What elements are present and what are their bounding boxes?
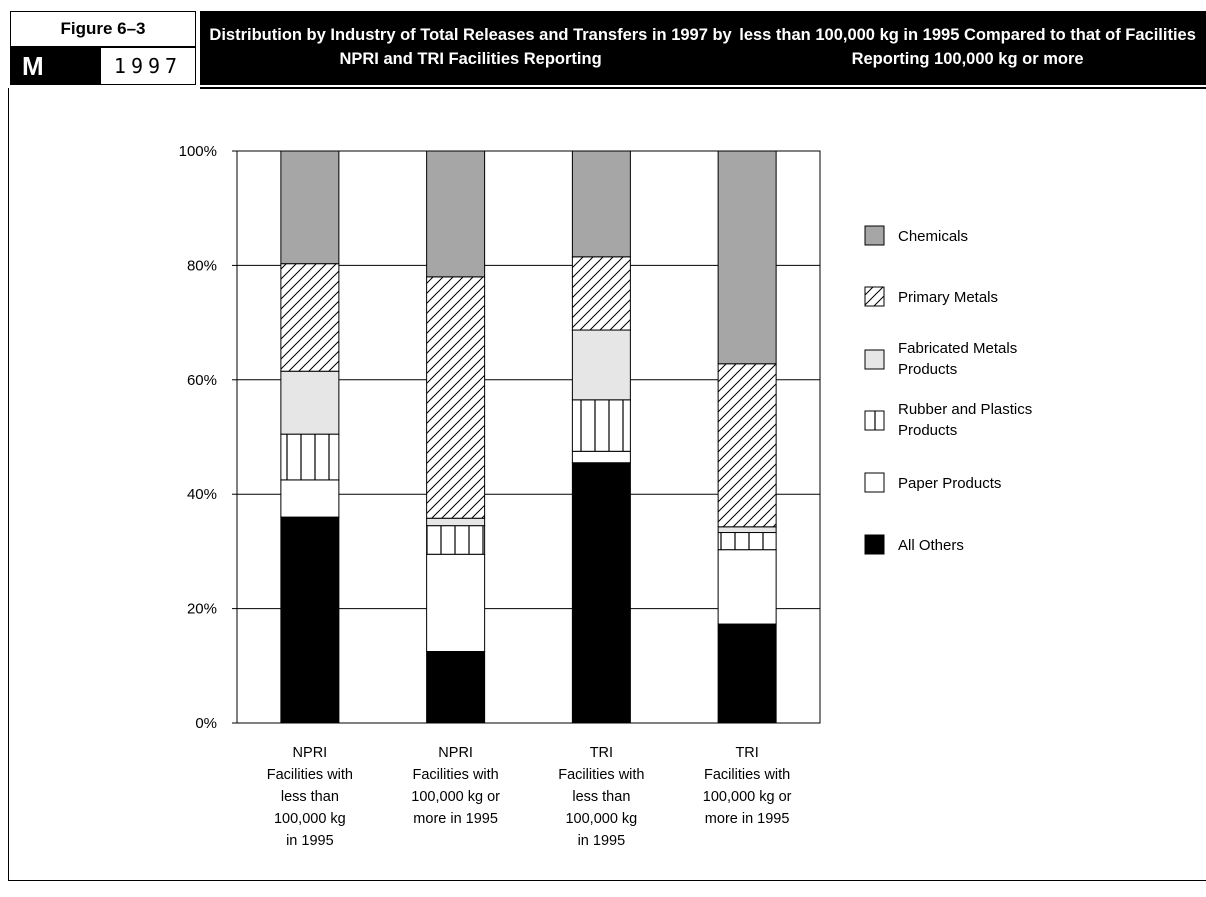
legend-swatch-chemicals bbox=[865, 226, 884, 245]
x-category-label-line: in 1995 bbox=[286, 833, 334, 849]
bar-segment-fabricated-metals-products bbox=[427, 518, 485, 525]
y-tick-label: 80% bbox=[187, 257, 217, 274]
legend-label-line: All Others bbox=[898, 537, 964, 554]
bar-segment-paper-products bbox=[281, 480, 339, 517]
x-category-label-line: less than bbox=[572, 789, 630, 805]
legend: Chemicals Primary Metals Fabricated Metals… bbox=[865, 226, 1032, 554]
legend-label-line: Rubber and Plastics bbox=[898, 401, 1032, 418]
y-axis: 0% 20% 40% 60% 80% 100% bbox=[179, 143, 237, 732]
bar-segment-paper-products bbox=[572, 451, 630, 462]
bar-segment-all-others bbox=[572, 463, 630, 723]
y-tick-label: 0% bbox=[195, 715, 217, 732]
x-category-label-line: 100,000 kg or bbox=[411, 789, 500, 805]
bar-segment-primary-metals bbox=[718, 364, 776, 527]
bar-segment-all-others bbox=[281, 517, 339, 723]
x-category-label-line: less than bbox=[281, 789, 339, 805]
x-axis-labels: NPRI Facilities with less than 100,000 kg in… bbox=[267, 745, 792, 849]
bar-segment-chemicals bbox=[281, 151, 339, 264]
legend-label-all-others: All Others bbox=[898, 537, 964, 554]
bar-segment-rubber-and-plastics-products bbox=[718, 533, 776, 550]
legend-swatch-all-others bbox=[865, 535, 884, 554]
bar-segment-chemicals bbox=[718, 151, 776, 364]
bar-segment-all-others bbox=[427, 652, 485, 724]
bar-segment-fabricated-metals-products bbox=[718, 527, 776, 533]
legend-label-chemicals: Chemicals bbox=[898, 228, 968, 245]
y-tick-label: 100% bbox=[179, 143, 217, 160]
bars bbox=[281, 151, 776, 723]
bar-segment-primary-metals bbox=[281, 264, 339, 372]
legend-label-line: Paper Products bbox=[898, 475, 1001, 492]
x-category-label: TRI Facilities with 100,000 kg or more in 1… bbox=[703, 745, 792, 827]
x-category-label: NPRI Facilities with 100,000 kg or more in … bbox=[411, 745, 500, 827]
legend-label-line: Chemicals bbox=[898, 228, 968, 245]
legend-swatch-rubber-and-plastics-products bbox=[865, 411, 884, 430]
x-category-label-line: 100,000 kg bbox=[274, 811, 346, 827]
bar-segment-rubber-and-plastics-products bbox=[572, 400, 630, 451]
bar-segment-rubber-and-plastics-products bbox=[281, 434, 339, 480]
x-category-label-line: TRI bbox=[590, 745, 613, 761]
x-category-label-line: NPRI bbox=[293, 745, 328, 761]
legend-swatch-paper-products bbox=[865, 473, 884, 492]
bar-segment-chemicals bbox=[427, 151, 485, 277]
legend-label-primary-metals: Primary Metals bbox=[898, 289, 998, 306]
legend-label-rubber-and-plastics-products: Rubber and Plastics Products bbox=[898, 401, 1032, 439]
bar-segment-chemicals bbox=[572, 151, 630, 257]
legend-label-line: Fabricated Metals bbox=[898, 340, 1017, 357]
bar-segment-rubber-and-plastics-products bbox=[427, 526, 485, 555]
y-tick-label: 40% bbox=[187, 486, 217, 503]
x-category-label-line: Facilities with bbox=[413, 767, 499, 783]
x-category-label-line: in 1995 bbox=[578, 833, 626, 849]
legend-swatch-fabricated-metals-products bbox=[865, 350, 884, 369]
bar-segment-fabricated-metals-products bbox=[281, 371, 339, 434]
bar-segment-all-others bbox=[718, 624, 776, 723]
x-category-label-line: 100,000 kg bbox=[565, 811, 637, 827]
x-category-label: TRI Facilities with less than 100,000 kg in … bbox=[558, 745, 644, 849]
bar-segment-primary-metals bbox=[427, 277, 485, 518]
x-category-label-line: more in 1995 bbox=[705, 811, 790, 827]
x-category-label-line: Facilities with bbox=[267, 767, 353, 783]
legend-label-line: Products bbox=[898, 361, 957, 378]
legend-label-paper-products: Paper Products bbox=[898, 475, 1001, 492]
x-category-label-line: NPRI bbox=[438, 745, 473, 761]
y-tick-label: 60% bbox=[187, 372, 217, 389]
bar-segment-fabricated-metals-products bbox=[572, 330, 630, 400]
legend-label-fabricated-metals-products: Fabricated Metals Products bbox=[898, 340, 1017, 378]
bar-segment-primary-metals bbox=[572, 257, 630, 330]
legend-swatch-primary-metals bbox=[865, 287, 884, 306]
y-tick-label: 20% bbox=[187, 601, 217, 618]
legend-label-line: Products bbox=[898, 422, 957, 439]
x-category-label-line: 100,000 kg or bbox=[703, 789, 792, 805]
legend-label-line: Primary Metals bbox=[898, 289, 998, 306]
x-category-label-line: TRI bbox=[735, 745, 758, 761]
x-category-label: NPRI Facilities with less than 100,000 kg in… bbox=[267, 745, 353, 849]
x-category-label-line: more in 1995 bbox=[413, 811, 498, 827]
bar-segment-paper-products bbox=[427, 554, 485, 651]
x-category-label-line: Facilities with bbox=[558, 767, 644, 783]
bar-segment-paper-products bbox=[718, 550, 776, 624]
x-category-label-line: Facilities with bbox=[704, 767, 790, 783]
